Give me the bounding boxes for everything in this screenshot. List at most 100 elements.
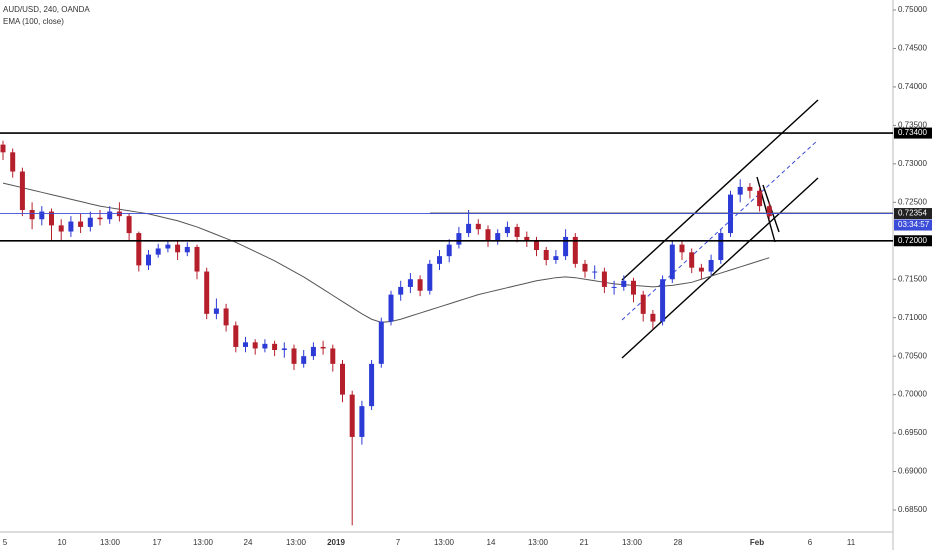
candle-body [0,144,6,153]
candle-body [417,279,423,291]
candle-body [19,171,25,210]
trend-drawings [430,99,893,359]
x-tick-label: 13:00 [528,538,549,547]
candle-body [281,348,287,350]
x-tick-label: 11 [847,538,856,547]
x-tick-label: 28 [674,538,683,547]
candle-body [58,225,64,232]
candle-body [427,263,433,291]
candle-body [689,252,695,268]
x-tick-label: 5 [3,538,8,547]
y-tick-label: 0.70000 [898,390,927,399]
candle-body [155,248,161,255]
candle-body [243,342,248,347]
candle-body [437,256,442,264]
candle-body [669,244,675,280]
candle-body [340,363,345,395]
x-tick-label: 24 [244,538,253,547]
candle-body [398,286,404,295]
candle-body [592,271,598,273]
ema-line [2,182,770,323]
y-tick-label: 0.71000 [898,313,927,322]
candle-body [97,217,103,220]
candle-body [204,271,210,314]
candle-body [301,356,307,364]
candle-body [223,308,229,326]
candle-body [572,236,578,264]
candle-body [272,343,278,350]
candle-body [262,343,268,349]
candle-body [349,394,355,437]
candle-body [737,186,743,195]
x-tick-label: 13:00 [286,538,307,547]
y-tick-label: 0.74500 [898,44,927,53]
y-tick-label: 0.68500 [898,505,927,514]
candle-body [369,363,375,407]
countdown-tag [894,219,932,231]
candle-body [446,244,452,257]
last-price-tag [894,208,932,220]
candle-body [29,210,35,220]
candle-body [146,254,151,266]
level-label: 0.73400 [898,128,927,137]
candle-body [184,246,190,253]
candle-body [650,313,656,322]
candle-body [708,260,714,272]
channel-upper [621,99,819,281]
y-tick-label: 0.70500 [898,351,927,360]
x-tick-label: 14 [487,538,496,547]
candle-body [320,346,326,349]
y-tick-label: 0.73500 [898,120,927,129]
candle-body [233,325,239,347]
candle-body [39,211,45,220]
x-tick-label: Feb [750,538,764,547]
candle-body [466,223,472,234]
level-tag [894,127,932,139]
candle-body [640,294,646,314]
x-tick-label: 13:00 [100,538,121,547]
candle-body [49,211,54,226]
y-tick-label: 0.75000 [898,5,927,14]
candle-body [378,321,384,364]
x-tick-label: 17 [153,538,162,547]
candle-body [495,233,501,241]
candle-body [456,233,462,245]
candle-body [553,256,559,260]
candle-body [165,244,171,249]
chart-title: AUD/USD, 240, OANDA [3,5,90,14]
candle-body [291,348,297,364]
level-label: 0.72000 [898,236,927,245]
candle-body [582,263,588,272]
candle-body [359,406,365,437]
candle-body [388,294,394,322]
candle-body [175,244,181,253]
last-price-label: 0.72354 [898,209,927,218]
candle-body [136,233,142,266]
candle-body [631,280,636,295]
x-tick-label: 13:00 [622,538,643,547]
x-tick-label: 10 [58,538,67,547]
candle-body [534,240,539,250]
candle-body [611,286,617,288]
channel-lower [621,177,819,359]
x-tick-label: 6 [808,538,813,547]
candle-body [621,280,627,287]
candle-body [68,221,74,232]
candle-body [524,236,530,241]
candle-body [766,206,772,217]
candle-body [679,244,685,253]
y-tick-label: 0.72500 [898,197,927,206]
x-tick-label: 13:00 [193,538,214,547]
candle-body [310,346,316,357]
x-tick-label: 2019 [327,538,345,547]
candle-body [87,217,93,227]
candle-body [514,226,520,237]
x-tick-label: 13:00 [434,538,455,547]
candle-body [107,211,113,220]
candle-body [10,152,16,172]
candle-body [660,279,666,322]
candle-body [213,308,219,314]
candle-body [78,221,84,227]
